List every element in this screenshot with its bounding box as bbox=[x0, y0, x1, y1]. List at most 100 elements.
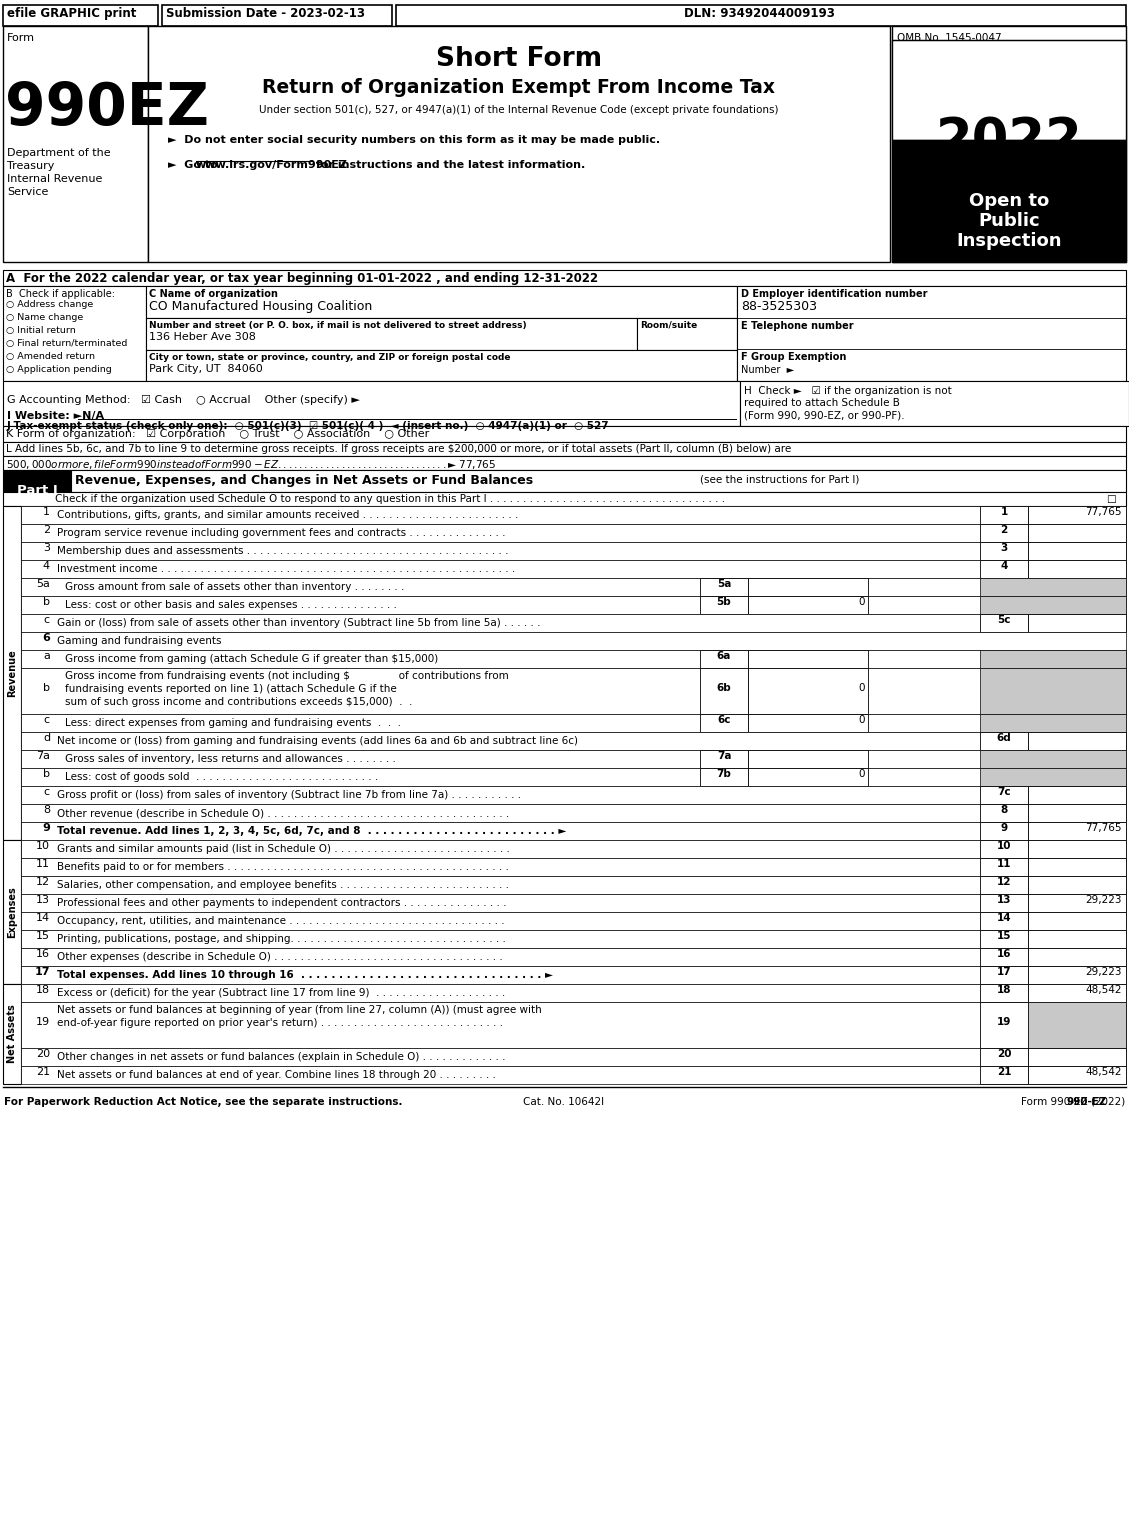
Bar bbox=[1029, 859, 1126, 875]
Text: Total revenue. Add lines 1, 2, 3, 4, 5c, 6d, 7c, and 8  . . . . . . . . . . . . : Total revenue. Add lines 1, 2, 3, 4, 5c,… bbox=[56, 827, 567, 836]
Text: 0: 0 bbox=[858, 715, 865, 724]
Text: 990EZ: 990EZ bbox=[5, 79, 209, 137]
Text: 2022: 2022 bbox=[936, 114, 1083, 168]
Text: Return of Organization Exempt From Income Tax: Return of Organization Exempt From Incom… bbox=[263, 78, 776, 98]
Bar bbox=[3, 425, 1126, 442]
Text: Membership dues and assessments . . . . . . . . . . . . . . . . . . . . . . . . : Membership dues and assessments . . . . … bbox=[56, 546, 508, 557]
Text: Gross profit or (loss) from sales of inventory (Subtract line 7b from line 7a) .: Gross profit or (loss) from sales of inv… bbox=[56, 790, 522, 801]
Bar bbox=[980, 732, 1029, 750]
Text: end-of-year figure reported on prior year's return) . . . . . . . . . . . . . . : end-of-year figure reported on prior yea… bbox=[56, 1019, 504, 1028]
Bar bbox=[21, 949, 1126, 965]
Bar bbox=[980, 785, 1029, 804]
Text: 8: 8 bbox=[1000, 805, 1007, 814]
Text: 16: 16 bbox=[997, 949, 1012, 959]
Text: L Add lines 5b, 6c, and 7b to line 9 to determine gross receipts. If gross recei: L Add lines 5b, 6c, and 7b to line 9 to … bbox=[6, 444, 791, 454]
Text: 0: 0 bbox=[858, 596, 865, 607]
Text: For Paperwork Reduction Act Notice, see the separate instructions.: For Paperwork Reduction Act Notice, see … bbox=[5, 1096, 403, 1107]
Text: Net assets or fund balances at beginning of year (from line 27, column (A)) (mus: Net assets or fund balances at beginning… bbox=[56, 1005, 542, 1016]
Bar bbox=[700, 714, 749, 732]
Text: Park City, UT  84060: Park City, UT 84060 bbox=[149, 364, 263, 374]
Text: 19: 19 bbox=[36, 1017, 50, 1026]
Bar bbox=[980, 578, 1126, 596]
Text: c: c bbox=[44, 787, 50, 798]
Bar bbox=[21, 541, 1126, 560]
Text: Part I: Part I bbox=[17, 483, 58, 497]
Bar bbox=[21, 732, 1126, 750]
Text: c: c bbox=[44, 615, 50, 625]
Bar bbox=[1029, 525, 1126, 541]
Bar bbox=[737, 287, 1126, 381]
Text: Total expenses. Add lines 10 through 16  . . . . . . . . . . . . . . . . . . . .: Total expenses. Add lines 10 through 16 … bbox=[56, 970, 553, 981]
Text: 1: 1 bbox=[43, 506, 50, 517]
Bar bbox=[980, 1002, 1029, 1048]
Bar bbox=[980, 615, 1029, 631]
Bar bbox=[21, 615, 1126, 631]
Bar bbox=[3, 493, 1126, 506]
Text: Service: Service bbox=[7, 188, 49, 197]
Bar bbox=[21, 859, 1126, 875]
Text: Gross income from gaming (attach Schedule G if greater than $15,000): Gross income from gaming (attach Schedul… bbox=[65, 654, 438, 663]
Bar bbox=[700, 578, 749, 596]
Text: Gaming and fundraising events: Gaming and fundraising events bbox=[56, 636, 221, 647]
Bar bbox=[980, 912, 1029, 930]
Bar bbox=[1029, 615, 1126, 631]
Text: a: a bbox=[43, 651, 50, 660]
Bar bbox=[21, 984, 1126, 1002]
Text: 17: 17 bbox=[35, 967, 50, 978]
Text: 6d: 6d bbox=[997, 734, 1012, 743]
Text: 0: 0 bbox=[858, 683, 865, 692]
Text: ○ Amended return: ○ Amended return bbox=[6, 352, 95, 361]
Text: A  For the 2022 calendar year, or tax year beginning 01-01-2022 , and ending 12-: A For the 2022 calendar year, or tax yea… bbox=[6, 271, 598, 285]
Text: Inspection: Inspection bbox=[956, 232, 1061, 250]
Text: E Telephone number: E Telephone number bbox=[741, 320, 854, 331]
Bar bbox=[21, 804, 1126, 822]
Bar bbox=[700, 650, 749, 668]
Bar bbox=[1029, 1048, 1126, 1066]
Text: 77,765: 77,765 bbox=[1085, 824, 1122, 833]
Text: 15: 15 bbox=[997, 930, 1012, 941]
Bar bbox=[1029, 1002, 1126, 1048]
Text: 8: 8 bbox=[43, 805, 50, 814]
Text: 9: 9 bbox=[42, 824, 50, 833]
Bar bbox=[980, 750, 1126, 769]
Text: d: d bbox=[43, 734, 50, 743]
Text: G Accounting Method:   ☑ Cash    ○ Accrual    Other (specify) ►: G Accounting Method: ☑ Cash ○ Accrual Ot… bbox=[7, 395, 360, 406]
Bar bbox=[1029, 930, 1126, 949]
Text: $500,000 or more, file Form 990 instead of Form 990-EZ . . . . . . . . . . . . .: $500,000 or more, file Form 990 instead … bbox=[6, 458, 497, 471]
Bar bbox=[1029, 1002, 1126, 1048]
Bar bbox=[980, 506, 1029, 525]
Text: 14: 14 bbox=[36, 913, 50, 923]
Text: 15: 15 bbox=[36, 930, 50, 941]
Bar bbox=[980, 822, 1029, 840]
Text: Contributions, gifts, grants, and similar amounts received . . . . . . . . . . .: Contributions, gifts, grants, and simila… bbox=[56, 509, 518, 520]
Text: Revenue, Expenses, and Changes in Net Assets or Fund Balances: Revenue, Expenses, and Changes in Net As… bbox=[75, 474, 533, 486]
Text: 14: 14 bbox=[997, 913, 1012, 923]
Bar bbox=[1029, 949, 1126, 965]
Bar bbox=[749, 769, 868, 785]
Text: Department of the: Department of the bbox=[7, 148, 111, 159]
Text: b: b bbox=[43, 596, 50, 607]
Text: ►  Do not enter social security numbers on this form as it may be made public.: ► Do not enter social security numbers o… bbox=[168, 136, 660, 145]
Text: 5c: 5c bbox=[997, 615, 1010, 625]
Text: Grants and similar amounts paid (list in Schedule O) . . . . . . . . . . . . . .: Grants and similar amounts paid (list in… bbox=[56, 843, 510, 854]
Text: Check if the organization used Schedule O to respond to any question in this Par: Check if the organization used Schedule … bbox=[55, 494, 725, 503]
Text: Submission Date - 2023-02-13: Submission Date - 2023-02-13 bbox=[166, 8, 365, 20]
Text: Form: Form bbox=[7, 34, 35, 43]
Text: Gross sales of inventory, less returns and allowances . . . . . . . .: Gross sales of inventory, less returns a… bbox=[65, 753, 396, 764]
Bar bbox=[749, 578, 868, 596]
Bar bbox=[21, 631, 1126, 650]
Bar bbox=[1029, 560, 1126, 578]
Text: 18: 18 bbox=[36, 985, 50, 994]
Text: 7c: 7c bbox=[997, 787, 1010, 798]
Text: 12: 12 bbox=[36, 877, 50, 888]
Bar bbox=[21, 525, 1126, 541]
Text: Number  ►: Number ► bbox=[741, 364, 794, 375]
Bar bbox=[21, 1066, 1126, 1084]
Text: 4: 4 bbox=[43, 561, 50, 570]
Bar bbox=[980, 714, 1126, 732]
Bar bbox=[980, 541, 1029, 560]
Bar bbox=[980, 769, 1126, 785]
Text: Net Assets: Net Assets bbox=[7, 1005, 17, 1063]
Text: www.irs.gov/Form990EZ: www.irs.gov/Form990EZ bbox=[196, 160, 348, 169]
Bar bbox=[3, 287, 146, 381]
